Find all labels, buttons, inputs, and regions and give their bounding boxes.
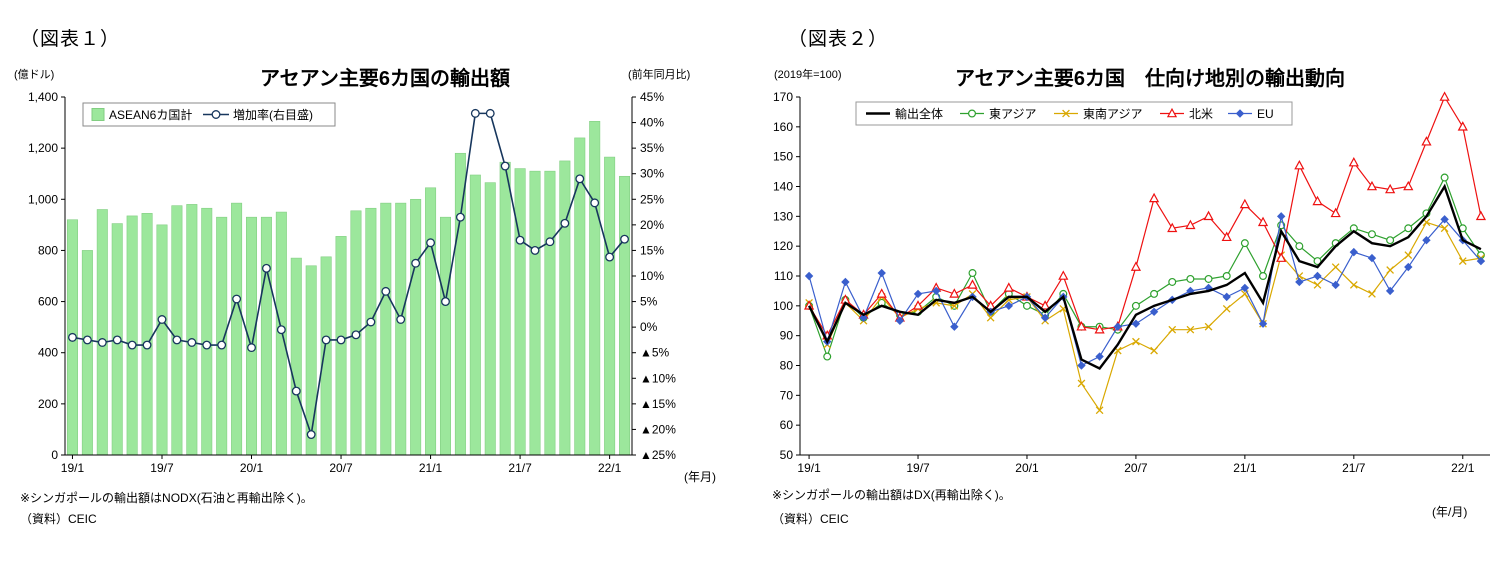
svg-text:1,200: 1,200 — [28, 141, 58, 155]
svg-text:20/1: 20/1 — [240, 461, 264, 475]
figure1-label: （図表１） — [20, 29, 121, 50]
svg-text:400: 400 — [38, 346, 58, 360]
figure2-series-1 — [805, 173, 1485, 361]
svg-text:東南アジア: 東南アジア — [1083, 106, 1143, 121]
svg-text:東アジア: 東アジア — [989, 107, 1037, 121]
svg-text:21/1: 21/1 — [1233, 461, 1257, 475]
svg-text:20/7: 20/7 — [1124, 461, 1148, 475]
svg-text:EU: EU — [1257, 107, 1274, 121]
svg-text:21/7: 21/7 — [1342, 461, 1366, 475]
figure1-axes — [61, 96, 636, 459]
svg-text:30%: 30% — [640, 167, 664, 181]
figure2-label: （図表２） — [788, 29, 889, 50]
svg-text:20%: 20% — [640, 218, 664, 232]
figure2-series-2 — [805, 218, 1485, 415]
svg-text:200: 200 — [38, 397, 58, 411]
svg-text:1,000: 1,000 — [28, 192, 58, 206]
figure2-source: （資料）CEIC — [772, 512, 849, 526]
svg-text:150: 150 — [773, 150, 793, 164]
figure1-title: アセアン主要6カ国の輸出額 — [260, 68, 510, 90]
figure1-right-axis-unit: (前年同月比) — [628, 69, 691, 81]
svg-text:110: 110 — [774, 269, 793, 283]
figure1-x-axis-unit: (年月) — [684, 470, 716, 484]
figure1-plot: 0 200 400 600 800 1,000 1,200 1,400 45% 40% 35% 30%… — [28, 90, 676, 475]
figure2-title: アセアン主要6カ国 仕向け地別の輸出動向 — [955, 68, 1345, 90]
figure2-plot: 50 60 70 80 90 100 110 120 130 140 150 160 170 19/1 19… — [773, 90, 1490, 475]
svg-text:40%: 40% — [640, 116, 664, 130]
figure1-left-axis-unit: (億ドル) — [14, 69, 55, 81]
svg-text:輸出全体: 輸出全体 — [895, 106, 943, 121]
svg-text:140: 140 — [773, 180, 793, 194]
svg-text:19/1: 19/1 — [797, 461, 821, 475]
svg-text:50: 50 — [780, 448, 794, 462]
svg-text:800: 800 — [38, 243, 58, 257]
figure1-tick-labels: 0 200 400 600 800 1,000 1,200 1,400 45% 40% 35% 30%… — [28, 90, 676, 475]
svg-text:▲10%: ▲10% — [640, 371, 676, 385]
svg-text:170: 170 — [773, 90, 793, 104]
svg-text:600: 600 — [38, 295, 58, 309]
svg-text:▲5%: ▲5% — [640, 346, 670, 360]
figure1-note: ※シンガポールの輸出額はNODX(石油と再輸出除く)。 — [20, 491, 313, 505]
svg-text:100: 100 — [773, 299, 793, 313]
svg-text:130: 130 — [773, 209, 793, 223]
figure1-source: （資料）CEIC — [20, 512, 97, 526]
svg-text:90: 90 — [780, 329, 794, 343]
svg-text:1,400: 1,400 — [28, 90, 58, 104]
svg-text:北米: 北米 — [1189, 107, 1213, 121]
svg-text:0%: 0% — [640, 320, 658, 334]
svg-text:▲15%: ▲15% — [640, 397, 676, 411]
svg-text:25%: 25% — [640, 192, 664, 206]
figure2-series-0 — [808, 183, 1482, 370]
svg-text:19/7: 19/7 — [150, 461, 174, 475]
svg-text:21/7: 21/7 — [508, 461, 532, 475]
svg-text:80: 80 — [780, 359, 794, 373]
svg-text:22/1: 22/1 — [1451, 461, 1475, 475]
svg-text:10%: 10% — [640, 269, 664, 283]
svg-text:20/7: 20/7 — [329, 461, 353, 475]
svg-text:ASEAN6カ国計: ASEAN6カ国計 — [109, 107, 192, 122]
svg-text:▲25%: ▲25% — [640, 448, 676, 462]
svg-text:160: 160 — [773, 120, 793, 134]
svg-text:22/1: 22/1 — [598, 461, 622, 475]
figure2-legend: 輸出全体 東アジア 東南アジア 北米 EU — [855, 101, 1293, 126]
figure2-tick-labels: 50 60 70 80 90 100 110 120 130 140 150 160 170 19/1 19… — [773, 90, 1475, 475]
svg-text:60: 60 — [780, 418, 794, 432]
figure2-x-axis-unit: (年/月) — [1432, 505, 1468, 519]
figure1-growth-line — [68, 108, 629, 439]
svg-text:20/1: 20/1 — [1015, 461, 1039, 475]
svg-text:19/7: 19/7 — [906, 461, 930, 475]
svg-text:15%: 15% — [640, 243, 664, 257]
figure2-series-3 — [803, 91, 1487, 340]
svg-text:120: 120 — [773, 239, 793, 253]
figure1-bars — [66, 120, 631, 456]
figure2-note: ※シンガポールの輸出額はDX(再輸出除く)。 — [772, 488, 1011, 502]
figure2-axes — [796, 96, 1490, 459]
figure2-index-note: (2019年=100) — [774, 69, 842, 81]
svg-text:19/1: 19/1 — [61, 461, 85, 475]
svg-text:45%: 45% — [640, 90, 664, 104]
svg-text:5%: 5% — [640, 295, 658, 309]
svg-text:増加率(右目盛): 増加率(右目盛) — [233, 107, 313, 122]
svg-text:0: 0 — [51, 448, 58, 462]
svg-text:21/1: 21/1 — [419, 461, 443, 475]
svg-text:▲20%: ▲20% — [640, 422, 676, 436]
svg-text:35%: 35% — [640, 141, 664, 155]
figure1-legend: ASEAN6カ国計 増加率(右目盛) — [82, 102, 336, 127]
svg-text:70: 70 — [780, 388, 794, 402]
